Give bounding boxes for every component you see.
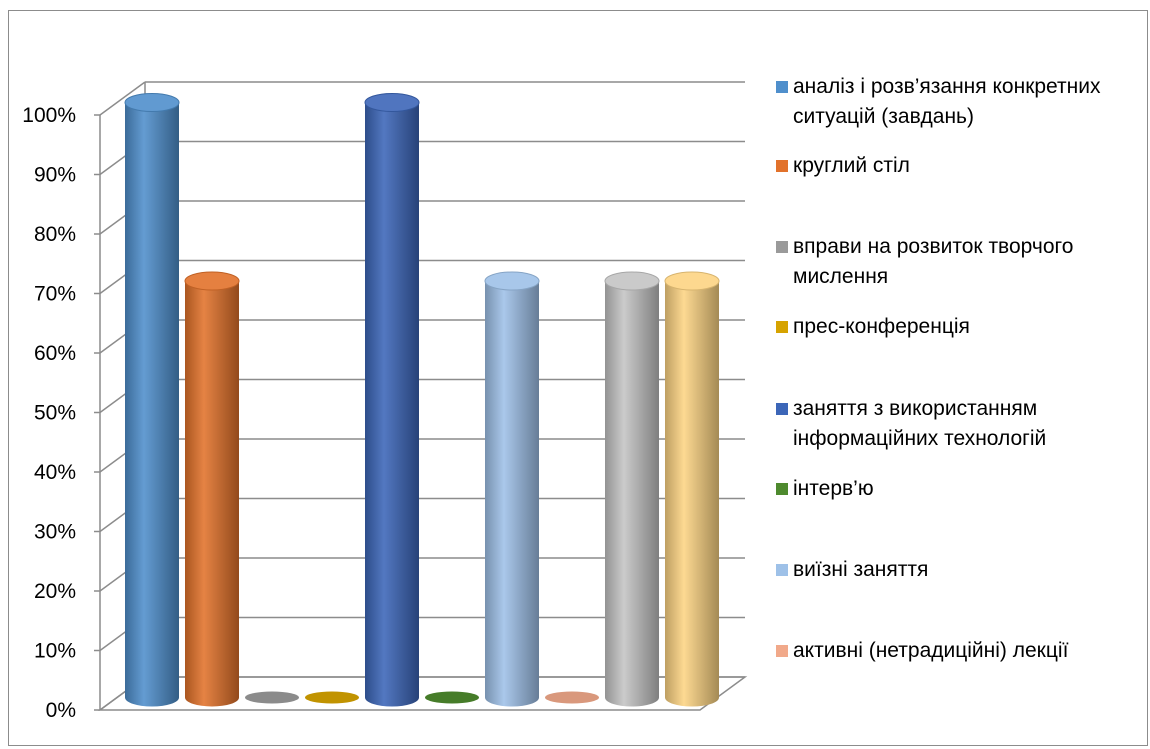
legend-item-it-classes: заняття з використанням інформаційних те… <box>776 394 1123 454</box>
legend-item-press-conference: прес-конференція <box>776 312 970 342</box>
bar-top <box>664 271 720 291</box>
bar <box>305 691 359 704</box>
bar <box>124 93 180 707</box>
gridline-diagonal <box>99 81 146 116</box>
y-tick-label: 80% <box>34 223 76 246</box>
bar-top <box>364 93 420 112</box>
y-tick-label: 50% <box>34 402 76 425</box>
legend-swatch <box>776 403 788 415</box>
legend-swatch <box>776 81 788 93</box>
legend-swatch <box>776 241 788 253</box>
y-tick-label: 20% <box>34 580 76 603</box>
legend-label: круглий стіл <box>793 154 910 177</box>
bar-body <box>365 102 419 707</box>
y-tick-label: 70% <box>34 283 76 306</box>
legend-item-active-lectures: активні (нетрадиційні) лекції <box>776 636 1068 666</box>
bar-flat <box>545 691 599 704</box>
bar <box>545 691 599 704</box>
chart-bars <box>124 93 720 707</box>
bar <box>184 271 240 707</box>
bar-flat <box>245 691 299 704</box>
legend-item-field-classes: виїзні заняття <box>776 555 928 585</box>
legend-label: аналіз і розв’язання конкретних ситуацій… <box>793 75 1101 128</box>
bar-flat <box>305 691 359 704</box>
bar-body <box>605 281 659 707</box>
y-tick-label: 30% <box>34 521 76 544</box>
legend-item-round-table: круглий стіл <box>776 151 910 181</box>
legend-label: активні (нетрадиційні) лекції <box>793 639 1069 662</box>
y-tick-label: 60% <box>34 342 76 365</box>
legend-item-case-analysis: аналіз і розв’язання конкретних ситуацій… <box>776 72 1123 132</box>
bar-body <box>665 281 719 707</box>
legend-swatch <box>776 160 788 172</box>
legend-label: прес-конференція <box>793 315 970 338</box>
bar <box>425 691 479 704</box>
bar-body <box>485 281 539 707</box>
y-tick-label: 100% <box>22 104 76 127</box>
bar-body <box>125 102 179 707</box>
bar <box>364 93 420 707</box>
legend-label: вправи на розвиток творчого мислення <box>793 235 1074 288</box>
legend-item-creative-thinking: вправи на розвиток творчого мислення <box>776 232 1123 292</box>
y-tick-label: 90% <box>34 164 76 187</box>
legend-swatch <box>776 645 788 657</box>
y-tick-label: 40% <box>34 461 76 484</box>
legend-swatch <box>776 321 788 333</box>
y-tick-label: 0% <box>46 699 76 722</box>
legend-label: виїзні заняття <box>793 558 929 581</box>
bar-top <box>184 271 240 291</box>
bar <box>604 271 660 707</box>
bar <box>245 691 299 704</box>
bar-top <box>604 271 660 291</box>
bar <box>484 271 540 707</box>
bar-top <box>124 93 180 112</box>
legend-item-interview: інтерв’ю <box>776 474 874 504</box>
legend-label: інтерв’ю <box>793 477 874 500</box>
bar-body <box>185 281 239 707</box>
legend-swatch <box>776 483 788 495</box>
y-axis-ticks: 0% 10% 20% 30% 40% 50% 60% 70% 80% 90% 100% <box>22 104 76 722</box>
legend-swatch <box>776 564 788 576</box>
y-tick-label: 10% <box>34 640 76 663</box>
bar <box>664 271 720 707</box>
bar-flat <box>425 691 479 704</box>
bar-top <box>484 271 540 291</box>
legend-label: заняття з використанням інформаційних те… <box>793 397 1047 450</box>
